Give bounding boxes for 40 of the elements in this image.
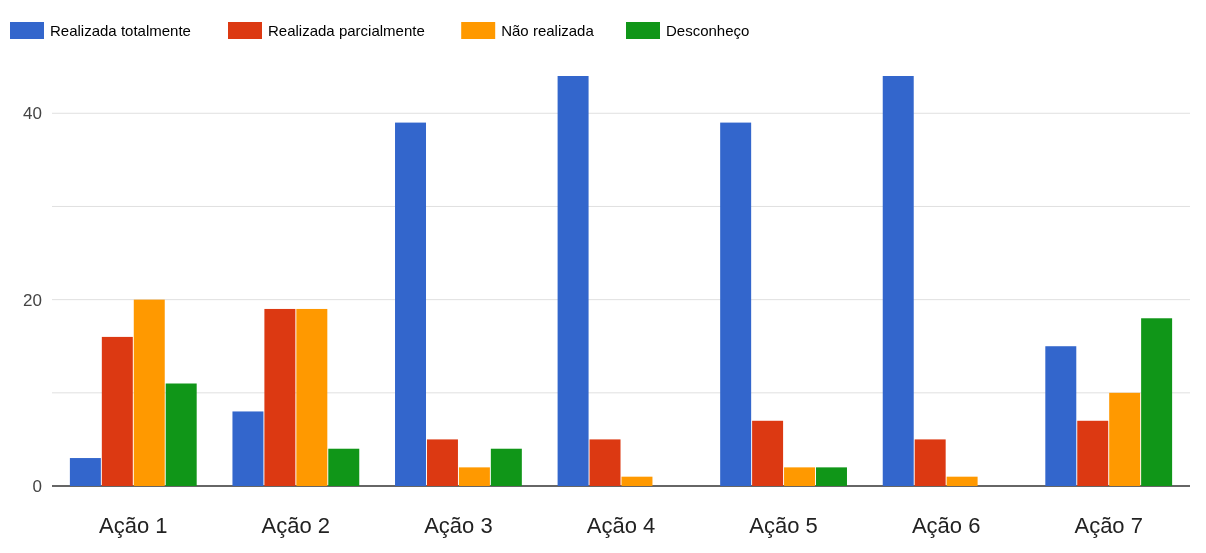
legend-label: Não realizada: [501, 22, 595, 39]
bar: [395, 122, 427, 486]
x-tick-label: Ação 5: [749, 513, 818, 538]
bar: [557, 76, 589, 486]
bar: [133, 299, 165, 486]
bar: [264, 308, 296, 486]
legend-label: Realizada parcialmente: [268, 22, 425, 39]
bar: [1141, 318, 1173, 486]
bar: [232, 411, 264, 486]
x-tick-label: Ação 7: [1074, 513, 1143, 538]
bar: [1077, 420, 1109, 486]
bar: [815, 467, 847, 486]
bar: [720, 122, 752, 486]
bar: [1045, 346, 1077, 486]
x-tick-label: Ação 2: [261, 513, 331, 538]
y-tick-label: 20: [23, 290, 42, 310]
legend-label: Desconheço: [666, 22, 750, 39]
x-tick-label: Ação 3: [424, 513, 493, 538]
bar: [458, 467, 490, 486]
bar: [426, 439, 458, 486]
bar: [165, 383, 197, 486]
bar: [328, 448, 360, 486]
bar: [1109, 392, 1141, 486]
bar: [882, 76, 914, 486]
bar: [946, 476, 978, 486]
x-tick-label: Ação 4: [586, 513, 656, 538]
bar: [784, 467, 816, 486]
y-tick-label: 0: [32, 477, 42, 496]
bar: [101, 336, 133, 486]
bar: [490, 448, 522, 486]
x-tick-label: Ação 1: [99, 513, 168, 538]
legend-label: Realizada totalmente: [50, 22, 191, 39]
bar: [914, 439, 946, 486]
bar: [296, 308, 328, 486]
x-tick-label: Ação 6: [911, 513, 981, 538]
y-tick-label: 40: [23, 104, 42, 124]
bar: [621, 476, 653, 486]
bar: [589, 439, 621, 486]
bar: [69, 458, 101, 486]
bar: [752, 420, 784, 486]
